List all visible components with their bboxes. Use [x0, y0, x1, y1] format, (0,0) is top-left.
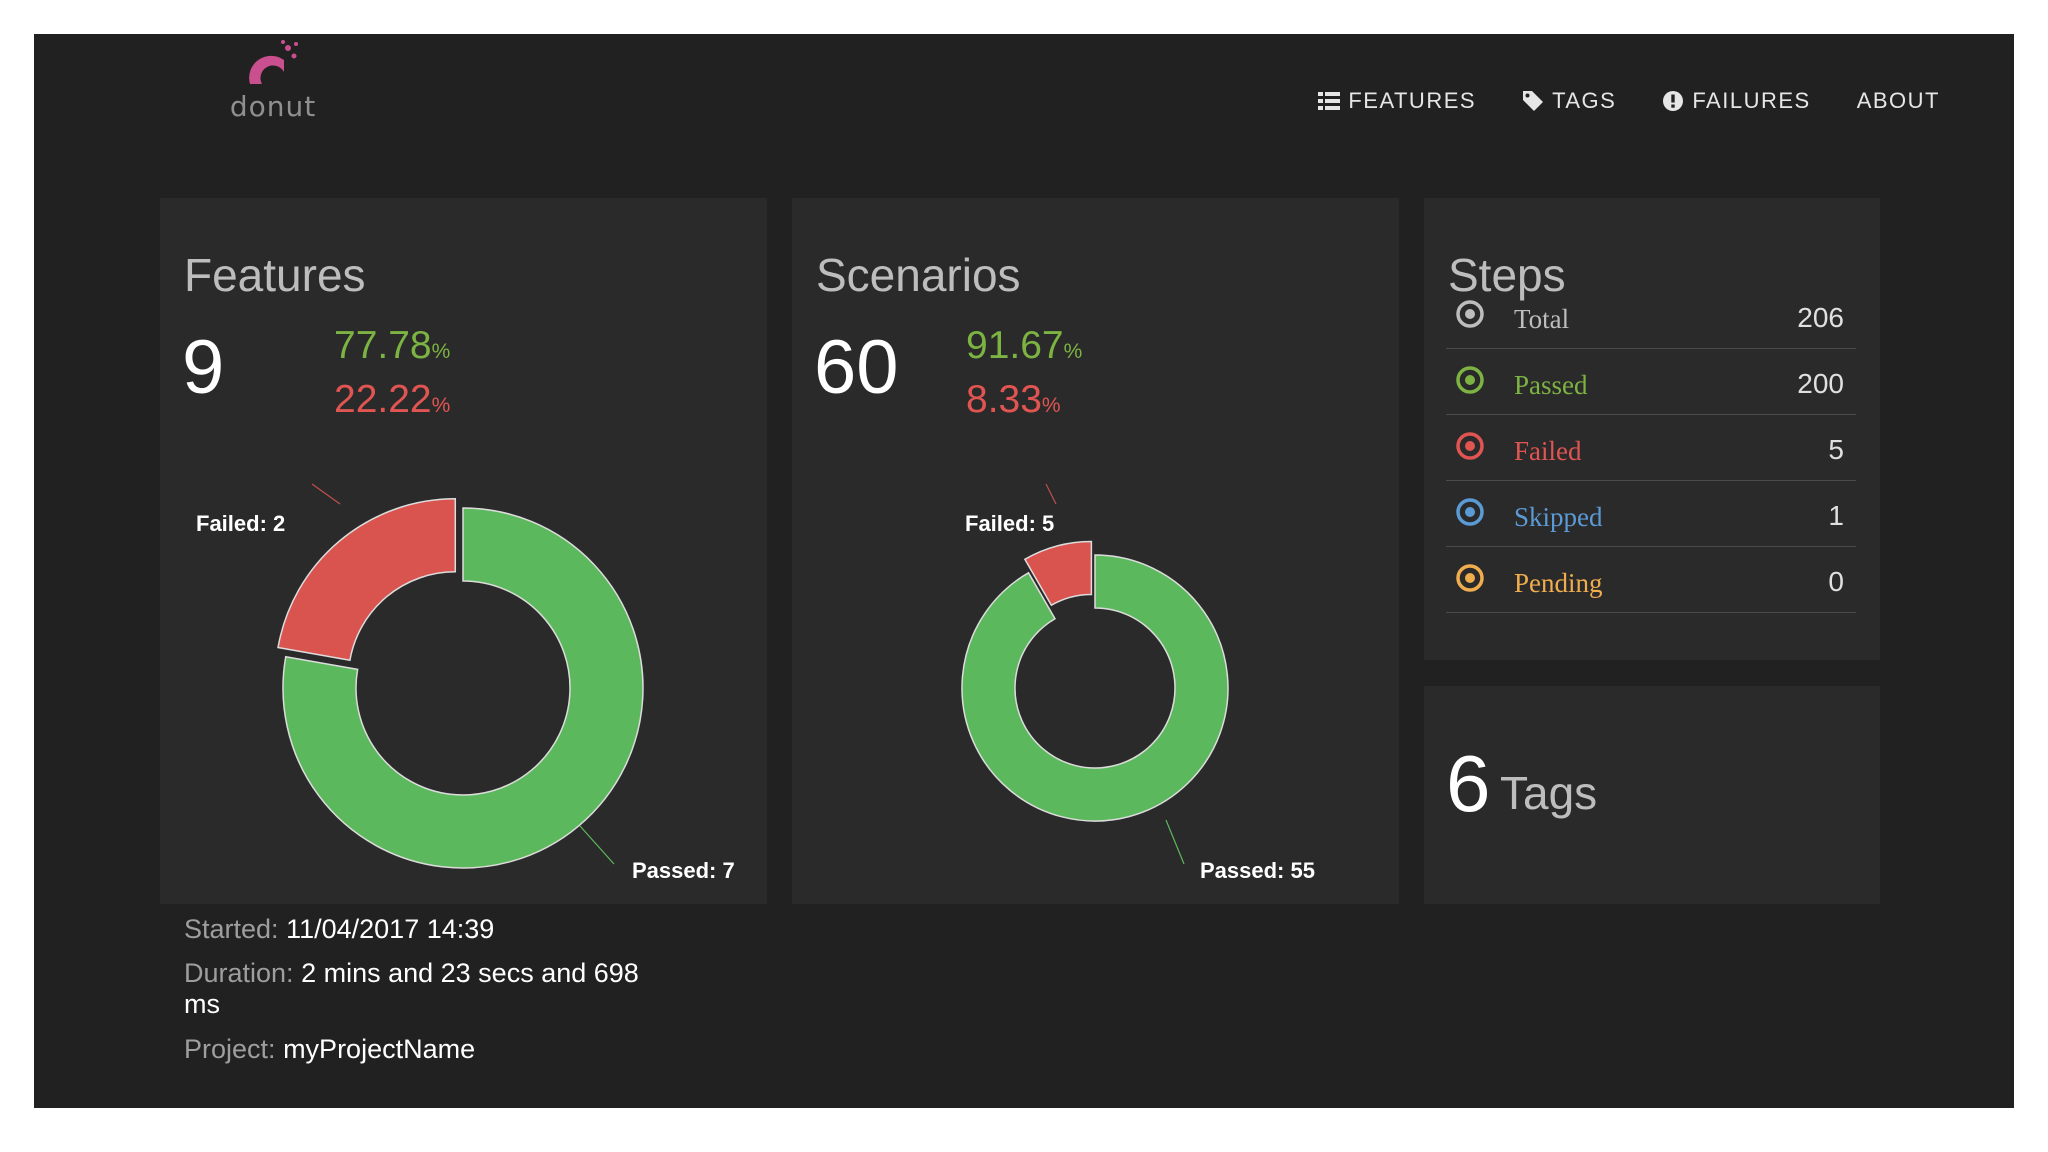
duration-value: 2 mins and 23 secs and 698 ms — [184, 958, 639, 1019]
nav-tags[interactable]: TAGS — [1522, 88, 1616, 114]
step-pending-target-icon — [1456, 564, 1484, 592]
features-failed-slice[interactable] — [277, 498, 457, 662]
scenarios-passed-slice[interactable] — [961, 554, 1229, 822]
step-row-failed: Failed 5 — [1446, 416, 1856, 481]
run-started: Started: 11/04/2017 14:39 — [184, 914, 644, 945]
step-row-passed: Passed 200 — [1446, 350, 1856, 415]
started-value: 11/04/2017 14:39 — [286, 914, 495, 944]
step-passed-target-icon — [1456, 366, 1484, 394]
nav-tags-label: TAGS — [1552, 88, 1617, 113]
features-count: 9 — [182, 325, 225, 410]
donut-logo[interactable]: donut — [218, 38, 328, 128]
scenarios-passed-label: Passed: 55 — [1200, 858, 1315, 883]
step-total-target-icon — [1456, 300, 1484, 328]
nav-about-label: ABOUT — [1856, 88, 1940, 113]
features-passed-slice[interactable] — [282, 507, 644, 869]
scenarios-passed-percent: 91.67% — [966, 324, 1083, 367]
tag-icon — [1523, 91, 1544, 111]
steps-panel: Steps Total 206 Passed 200 Failed 5 Skipped 1 Pe… — [1424, 198, 1880, 660]
features-passed-label: Passed: 7 — [632, 858, 735, 883]
features-donut-chart: Failed: 2 Passed: 7 — [196, 483, 735, 883]
top-navigation: FEATURES TAGS FAILURES ABOUT — [1318, 88, 1940, 114]
tags-label: Tags — [1500, 767, 1598, 819]
list-icon — [1318, 92, 1341, 110]
scenarios-failed-percent: 8.33% — [966, 378, 1061, 421]
scenarios-failed-leader — [1045, 483, 1057, 505]
nav-failures[interactable]: FAILURES — [1662, 88, 1810, 114]
features-failed-leader — [311, 483, 341, 505]
step-pending-name: Pending — [1514, 568, 1603, 598]
step-pending-value: 0 — [1828, 566, 1844, 597]
step-skipped-target-icon — [1456, 498, 1484, 526]
project-label: Project: — [184, 1034, 276, 1064]
features-title: Features — [184, 249, 366, 301]
run-duration: Duration: 2 mins and 23 secs and 698 ms — [184, 958, 644, 1020]
features-failed-label: Failed: 2 — [196, 511, 285, 536]
features-passed-percent: 77.78% — [334, 324, 451, 367]
scenarios-count: 60 — [814, 325, 899, 410]
brand-name: donut — [229, 90, 317, 123]
tags-panel[interactable]: 6 Tags — [1424, 686, 1880, 904]
steps-title: Steps — [1448, 249, 1566, 301]
tags-count: 6 — [1446, 739, 1491, 828]
duration-label: Duration: — [184, 958, 294, 988]
scenarios-failed-slice[interactable] — [1023, 540, 1093, 607]
step-row-pending: Pending 0 — [1446, 548, 1856, 613]
started-label: Started: — [184, 914, 279, 944]
nav-failures-label: FAILURES — [1692, 88, 1811, 113]
run-project: Project: myProjectName — [184, 1034, 644, 1065]
step-passed-value: 200 — [1797, 368, 1844, 399]
project-value: myProjectName — [283, 1034, 476, 1064]
scenarios-title: Scenarios — [816, 249, 1021, 301]
report-app: donut FEATURES TAGS FAILURES — [34, 34, 2014, 1108]
step-total-name: Total — [1514, 304, 1570, 334]
nav-about[interactable]: ABOUT — [1857, 88, 1940, 114]
features-passed-leader — [579, 825, 615, 865]
step-passed-name: Passed — [1514, 370, 1588, 400]
scenarios-failed-label: Failed: 5 — [965, 511, 1054, 536]
exclamation-circle-icon — [1663, 91, 1684, 111]
scenarios-panel: Scenarios 60 91.67% 8.33% Failed: 5 Pass… — [792, 198, 1399, 904]
donut-logo-icon — [249, 40, 298, 84]
step-skipped-name: Skipped — [1514, 502, 1603, 532]
step-row-skipped: Skipped 1 — [1446, 482, 1856, 547]
features-failed-percent: 22.22% — [334, 378, 451, 421]
step-row-total: Total 206 — [1446, 284, 1856, 349]
step-failed-value: 5 — [1828, 434, 1844, 465]
step-failed-name: Failed — [1514, 436, 1582, 466]
step-failed-target-icon — [1456, 432, 1484, 460]
nav-features[interactable]: FEATURES — [1318, 88, 1476, 114]
scenarios-passed-leader — [1165, 819, 1185, 865]
nav-features-label: FEATURES — [1348, 88, 1477, 113]
features-panel: Features 9 77.78% 22.22% Failed: 2 Passe… — [160, 198, 767, 904]
step-skipped-value: 1 — [1828, 500, 1844, 531]
scenarios-donut-chart: Failed: 5 Passed: 55 — [961, 483, 1315, 883]
step-total-value: 206 — [1797, 302, 1844, 333]
